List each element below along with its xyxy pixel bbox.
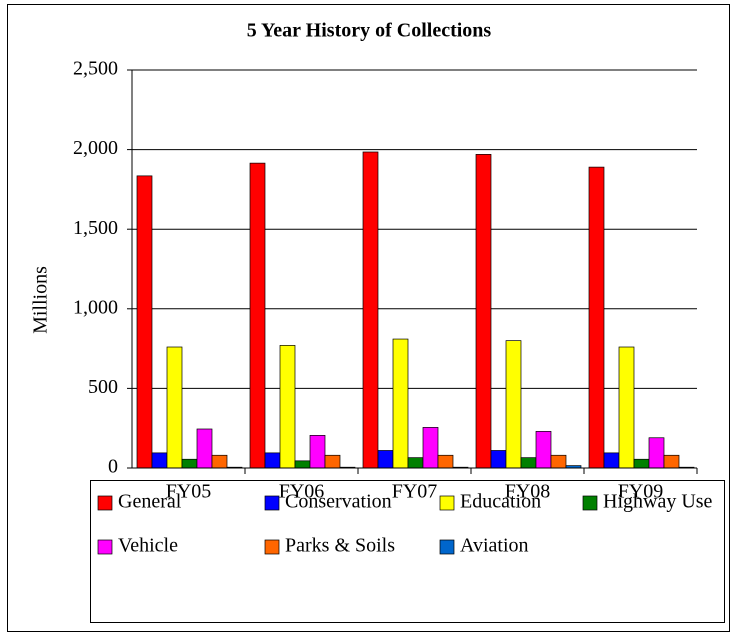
legend-label: Aviation	[460, 535, 529, 557]
bar	[377, 450, 394, 469]
y-tick-label: 500	[88, 376, 118, 398]
x-tick-label: FY06	[279, 481, 325, 503]
bar	[588, 166, 605, 469]
legend-swatch	[264, 539, 280, 555]
bar	[309, 435, 326, 469]
bar	[181, 458, 198, 469]
bar	[648, 437, 665, 469]
legend-label: Conservation	[285, 491, 392, 513]
bar	[550, 454, 567, 469]
bar	[279, 345, 296, 469]
bar	[663, 454, 680, 469]
bar	[535, 431, 552, 469]
bar	[490, 450, 507, 469]
legend-swatch	[97, 495, 113, 511]
legend-swatch	[439, 539, 455, 555]
x-tick-label: FY09	[618, 481, 664, 503]
bar	[294, 460, 311, 469]
y-tick-label: 0	[108, 456, 118, 478]
legend-label: Parks & Soils	[285, 535, 395, 557]
bar	[136, 175, 153, 469]
y-tick-label: 2,000	[73, 137, 118, 159]
y-tick-label: 1,000	[73, 296, 118, 318]
x-tick-label: FY08	[505, 481, 551, 503]
bar	[618, 346, 635, 469]
bar	[151, 452, 168, 469]
bar	[196, 428, 213, 469]
bar	[249, 162, 266, 469]
bar	[407, 457, 424, 469]
legend-swatch	[439, 495, 455, 511]
bar	[520, 457, 537, 469]
legend-label: Education	[460, 491, 541, 513]
bar	[166, 346, 183, 469]
y-tick-label: 2,500	[73, 58, 118, 80]
legend-swatch	[97, 539, 113, 555]
bar	[392, 338, 409, 469]
legend-swatch	[582, 495, 598, 511]
bar	[603, 452, 620, 469]
bar	[362, 151, 379, 469]
bar	[633, 458, 650, 469]
x-tick-label: FY07	[392, 481, 438, 503]
bar	[437, 454, 454, 469]
legend-label: General	[118, 491, 182, 513]
y-tick-label: 1,500	[73, 217, 118, 239]
bar	[422, 427, 439, 469]
bar	[211, 454, 228, 469]
bar	[505, 340, 522, 469]
legend-label: Vehicle	[118, 535, 178, 557]
x-tick-label: FY05	[166, 481, 212, 503]
bar	[475, 154, 492, 469]
bar	[264, 452, 281, 469]
chart-title: 5 Year History of Collections	[247, 20, 492, 42]
legend-swatch	[264, 495, 280, 511]
y-axis-label: Millions	[30, 266, 52, 334]
bar	[324, 454, 341, 469]
legend-label: Highway Use	[603, 491, 713, 513]
legend	[90, 480, 725, 623]
